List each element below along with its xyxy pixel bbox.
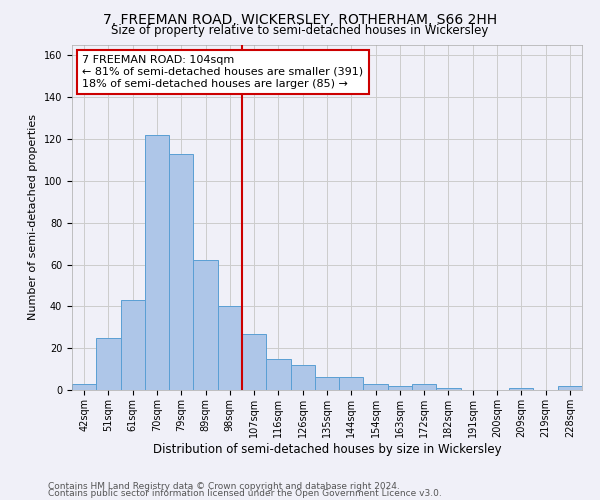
Bar: [339, 378, 364, 390]
Bar: [121, 300, 145, 390]
Text: 7 FREEMAN ROAD: 104sqm
← 81% of semi-detached houses are smaller (391)
18% of se: 7 FREEMAN ROAD: 104sqm ← 81% of semi-det…: [82, 56, 364, 88]
Text: Contains public sector information licensed under the Open Government Licence v3: Contains public sector information licen…: [48, 490, 442, 498]
Bar: [218, 306, 242, 390]
Bar: [242, 334, 266, 390]
Bar: [412, 384, 436, 390]
Bar: [315, 378, 339, 390]
Text: Size of property relative to semi-detached houses in Wickersley: Size of property relative to semi-detach…: [112, 24, 488, 37]
Bar: [364, 384, 388, 390]
Bar: [290, 365, 315, 390]
Bar: [96, 338, 121, 390]
Bar: [509, 388, 533, 390]
Bar: [388, 386, 412, 390]
Text: 7, FREEMAN ROAD, WICKERSLEY, ROTHERHAM, S66 2HH: 7, FREEMAN ROAD, WICKERSLEY, ROTHERHAM, …: [103, 12, 497, 26]
Bar: [145, 135, 169, 390]
Bar: [72, 384, 96, 390]
Bar: [436, 388, 461, 390]
Bar: [558, 386, 582, 390]
Y-axis label: Number of semi-detached properties: Number of semi-detached properties: [28, 114, 38, 320]
Bar: [266, 358, 290, 390]
Text: Contains HM Land Registry data © Crown copyright and database right 2024.: Contains HM Land Registry data © Crown c…: [48, 482, 400, 491]
X-axis label: Distribution of semi-detached houses by size in Wickersley: Distribution of semi-detached houses by …: [152, 442, 502, 456]
Bar: [169, 154, 193, 390]
Bar: [193, 260, 218, 390]
